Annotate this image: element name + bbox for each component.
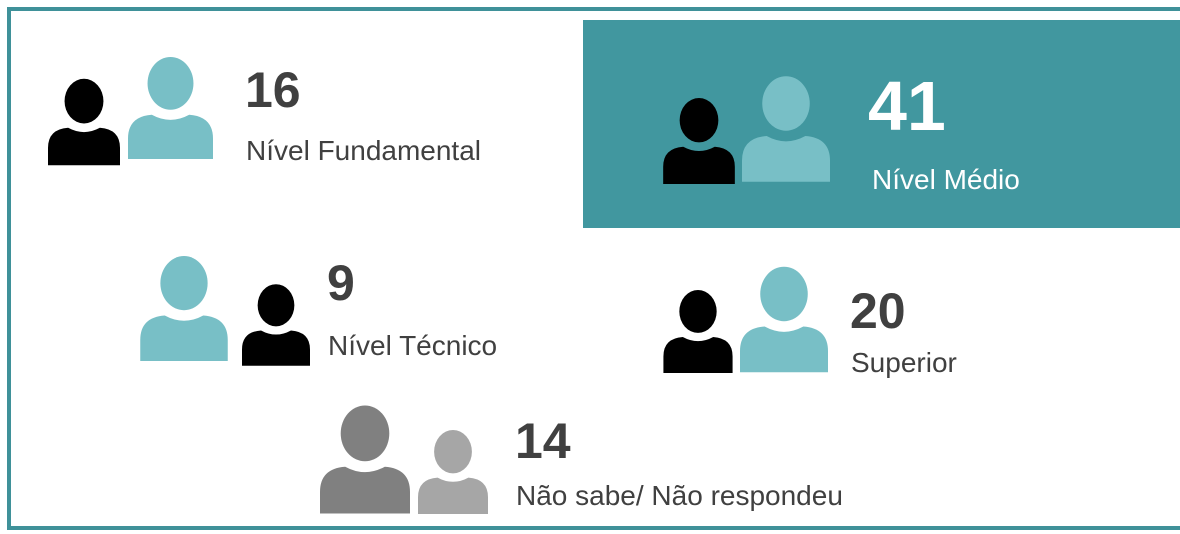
person-icon [418, 430, 488, 514]
level-label: Nível Médio [872, 164, 1020, 195]
person-icon [320, 405, 410, 514]
person-icon [140, 256, 228, 361]
count: 9 [327, 255, 355, 311]
level-label: Não sabe/ Não respondeu [516, 480, 843, 511]
level-label: Superior [851, 347, 957, 378]
count: 16 [245, 62, 301, 118]
count: 14 [515, 413, 571, 469]
person-icon [663, 290, 733, 373]
count: 20 [850, 283, 906, 339]
person-icon [242, 284, 310, 366]
count: 41 [868, 67, 946, 145]
person-icon [48, 78, 120, 166]
person-icon [128, 57, 213, 159]
person-icon [740, 266, 828, 373]
frame [7, 7, 1180, 530]
level-label: Nível Fundamental [246, 135, 481, 166]
level-label: Nível Técnico [328, 330, 497, 361]
